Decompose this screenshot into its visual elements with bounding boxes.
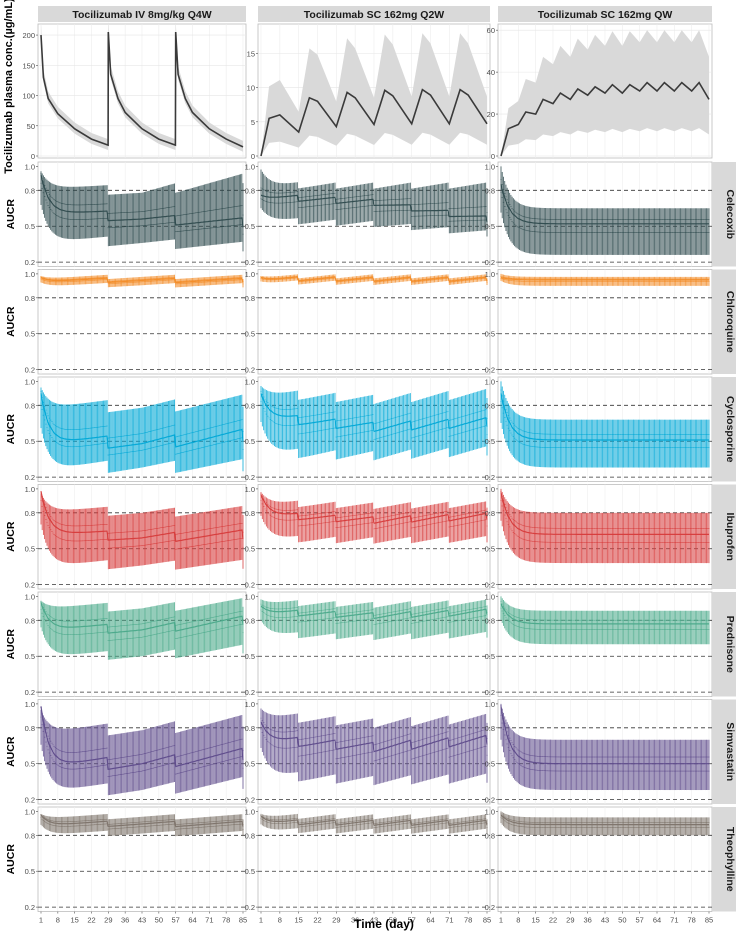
column-title-strips: Tocilizumab IV 8mg/kg Q4W Tocilizumab SC … <box>38 6 712 22</box>
y-tick-label: 5 <box>251 118 255 127</box>
y-tick-label: 0.2 <box>25 258 35 267</box>
y-tick-label: 60 <box>487 26 495 35</box>
concentration-median-line <box>500 81 710 157</box>
y-tick-label: 1.0 <box>25 162 35 171</box>
column-strip <box>258 6 490 22</box>
concentration-median-line <box>260 88 488 157</box>
aucr-median-line <box>500 184 709 225</box>
concentration-median-line <box>40 31 244 148</box>
y-tick-label: 0.5 <box>25 545 35 554</box>
concentration-ribbon <box>41 20 243 152</box>
aucr-median-line <box>260 194 488 223</box>
y-tick-label: 0.2 <box>25 366 35 375</box>
y-tick-label: 20 <box>487 110 495 119</box>
y-tick-label: 0.5 <box>245 437 255 446</box>
aucr-median-line <box>500 276 709 281</box>
y-tick-label: 1.0 <box>485 162 495 171</box>
y-tick-label: 1.0 <box>485 377 495 386</box>
y-tick-label: 0.5 <box>25 330 35 339</box>
aucr-panel: 0.2 0.5 0.8 1.0 <box>485 161 713 267</box>
y-tick-label: 0.8 <box>485 401 495 410</box>
aucr-panel: 0.2 0.5 0.8 1.0 <box>245 269 491 375</box>
y-tick-label: 0.5 <box>485 330 495 339</box>
column-strip <box>38 6 246 22</box>
y-tick-label: 1.0 <box>245 270 255 279</box>
y-tick-label: 0.8 <box>25 401 35 410</box>
y-tick-label: 0.5 <box>485 222 495 231</box>
y-tick-label: 0.8 <box>485 186 495 195</box>
aucr-median-line <box>40 276 244 284</box>
column-strip <box>498 6 712 22</box>
y-tick-label: 10 <box>247 84 255 93</box>
aucr-median-line <box>260 276 488 283</box>
concentration-panel: 0 50 100 150 200 <box>22 20 247 161</box>
y-tick-label: 0.2 <box>245 366 255 375</box>
y-tick-label: 0.2 <box>245 258 255 267</box>
y-tick-label: 150 <box>22 61 35 70</box>
y-tick-label: 1.0 <box>25 377 35 386</box>
y-tick-label: 1.0 <box>485 270 495 279</box>
y-tick-label: 0.5 <box>485 437 495 446</box>
column-title: Tocilizumab SC 162mg QW <box>538 9 673 21</box>
y-tick-label: 0.2 <box>485 473 495 482</box>
aucr-panel: 0.2 0.5 0.8 1.0 <box>25 484 247 590</box>
y-tick-label: 0 <box>31 152 35 161</box>
y-tick-label: 0.2 <box>25 581 35 590</box>
aucr-panel: 0.2 0.5 0.8 1.0 <box>25 269 247 375</box>
panels: 05010015020005101502040600.20.50.81.00.2… <box>22 20 713 925</box>
aucr-panel: 0.2 0.5 0.8 1.0 <box>485 376 713 482</box>
aucr-panel: 0.2 0.5 0.8 1.0 <box>245 376 491 482</box>
y-tick-label: 100 <box>22 92 35 101</box>
y-tick-label: 0.8 <box>25 294 35 303</box>
y-tick-label: 50 <box>27 122 35 131</box>
y-tick-label: 0.5 <box>245 222 255 231</box>
y-tick-label: 40 <box>487 68 495 77</box>
y-tick-label: 0.8 <box>485 294 495 303</box>
aucr-median-line <box>40 393 244 449</box>
aucr-median-line <box>500 393 709 441</box>
y-tick-label: 0.8 <box>245 186 255 195</box>
aucr-panel: 0.2 0.5 0.8 1.0 <box>25 161 247 267</box>
y-tick-label: 0.5 <box>245 330 255 339</box>
y-tick-label: 0.2 <box>245 473 255 482</box>
y-tick-label: 0.8 <box>25 186 35 195</box>
aucr-panel: 0.2 0.5 0.8 1.0 <box>245 161 491 267</box>
y-tick-label: 1.0 <box>245 377 255 386</box>
y-tick-label: 1.0 <box>25 485 35 494</box>
column-title: Tocilizumab SC 162mg Q2W <box>304 9 445 21</box>
y-tick-label: 0.8 <box>245 294 255 303</box>
y-tick-label: 0.2 <box>485 258 495 267</box>
aucr-panel: 0.2 0.5 0.8 1.0 <box>25 376 247 482</box>
y-tick-label: 0.8 <box>25 509 35 518</box>
y-tick-label: 0.5 <box>25 437 35 446</box>
concentration-panel: 0 20 40 60 <box>487 23 713 161</box>
aucr-median-line <box>260 393 488 433</box>
y-tick-label: 1.0 <box>25 270 35 279</box>
aucr-median-line <box>40 174 244 228</box>
y-tick-label: 0 <box>491 152 495 161</box>
y-tick-label: 0.5 <box>25 222 35 231</box>
y-tick-label: 0.2 <box>485 366 495 375</box>
concentration-ribbon <box>261 33 487 156</box>
y-tick-label: 0.2 <box>25 473 35 482</box>
column-title: Tocilizumab IV 8mg/kg Q4W <box>72 9 211 21</box>
y-tick-label: 200 <box>22 31 35 40</box>
y-tick-label: 1.0 <box>245 162 255 171</box>
y-tick-label: 0.8 <box>245 401 255 410</box>
aucr-panel: 0.2 0.5 0.8 1.0 <box>485 269 713 375</box>
y-tick-label: 15 <box>247 49 255 58</box>
concentration-panel: 0 5 10 15 <box>247 23 491 161</box>
y-tick-label: 0 <box>251 152 255 161</box>
